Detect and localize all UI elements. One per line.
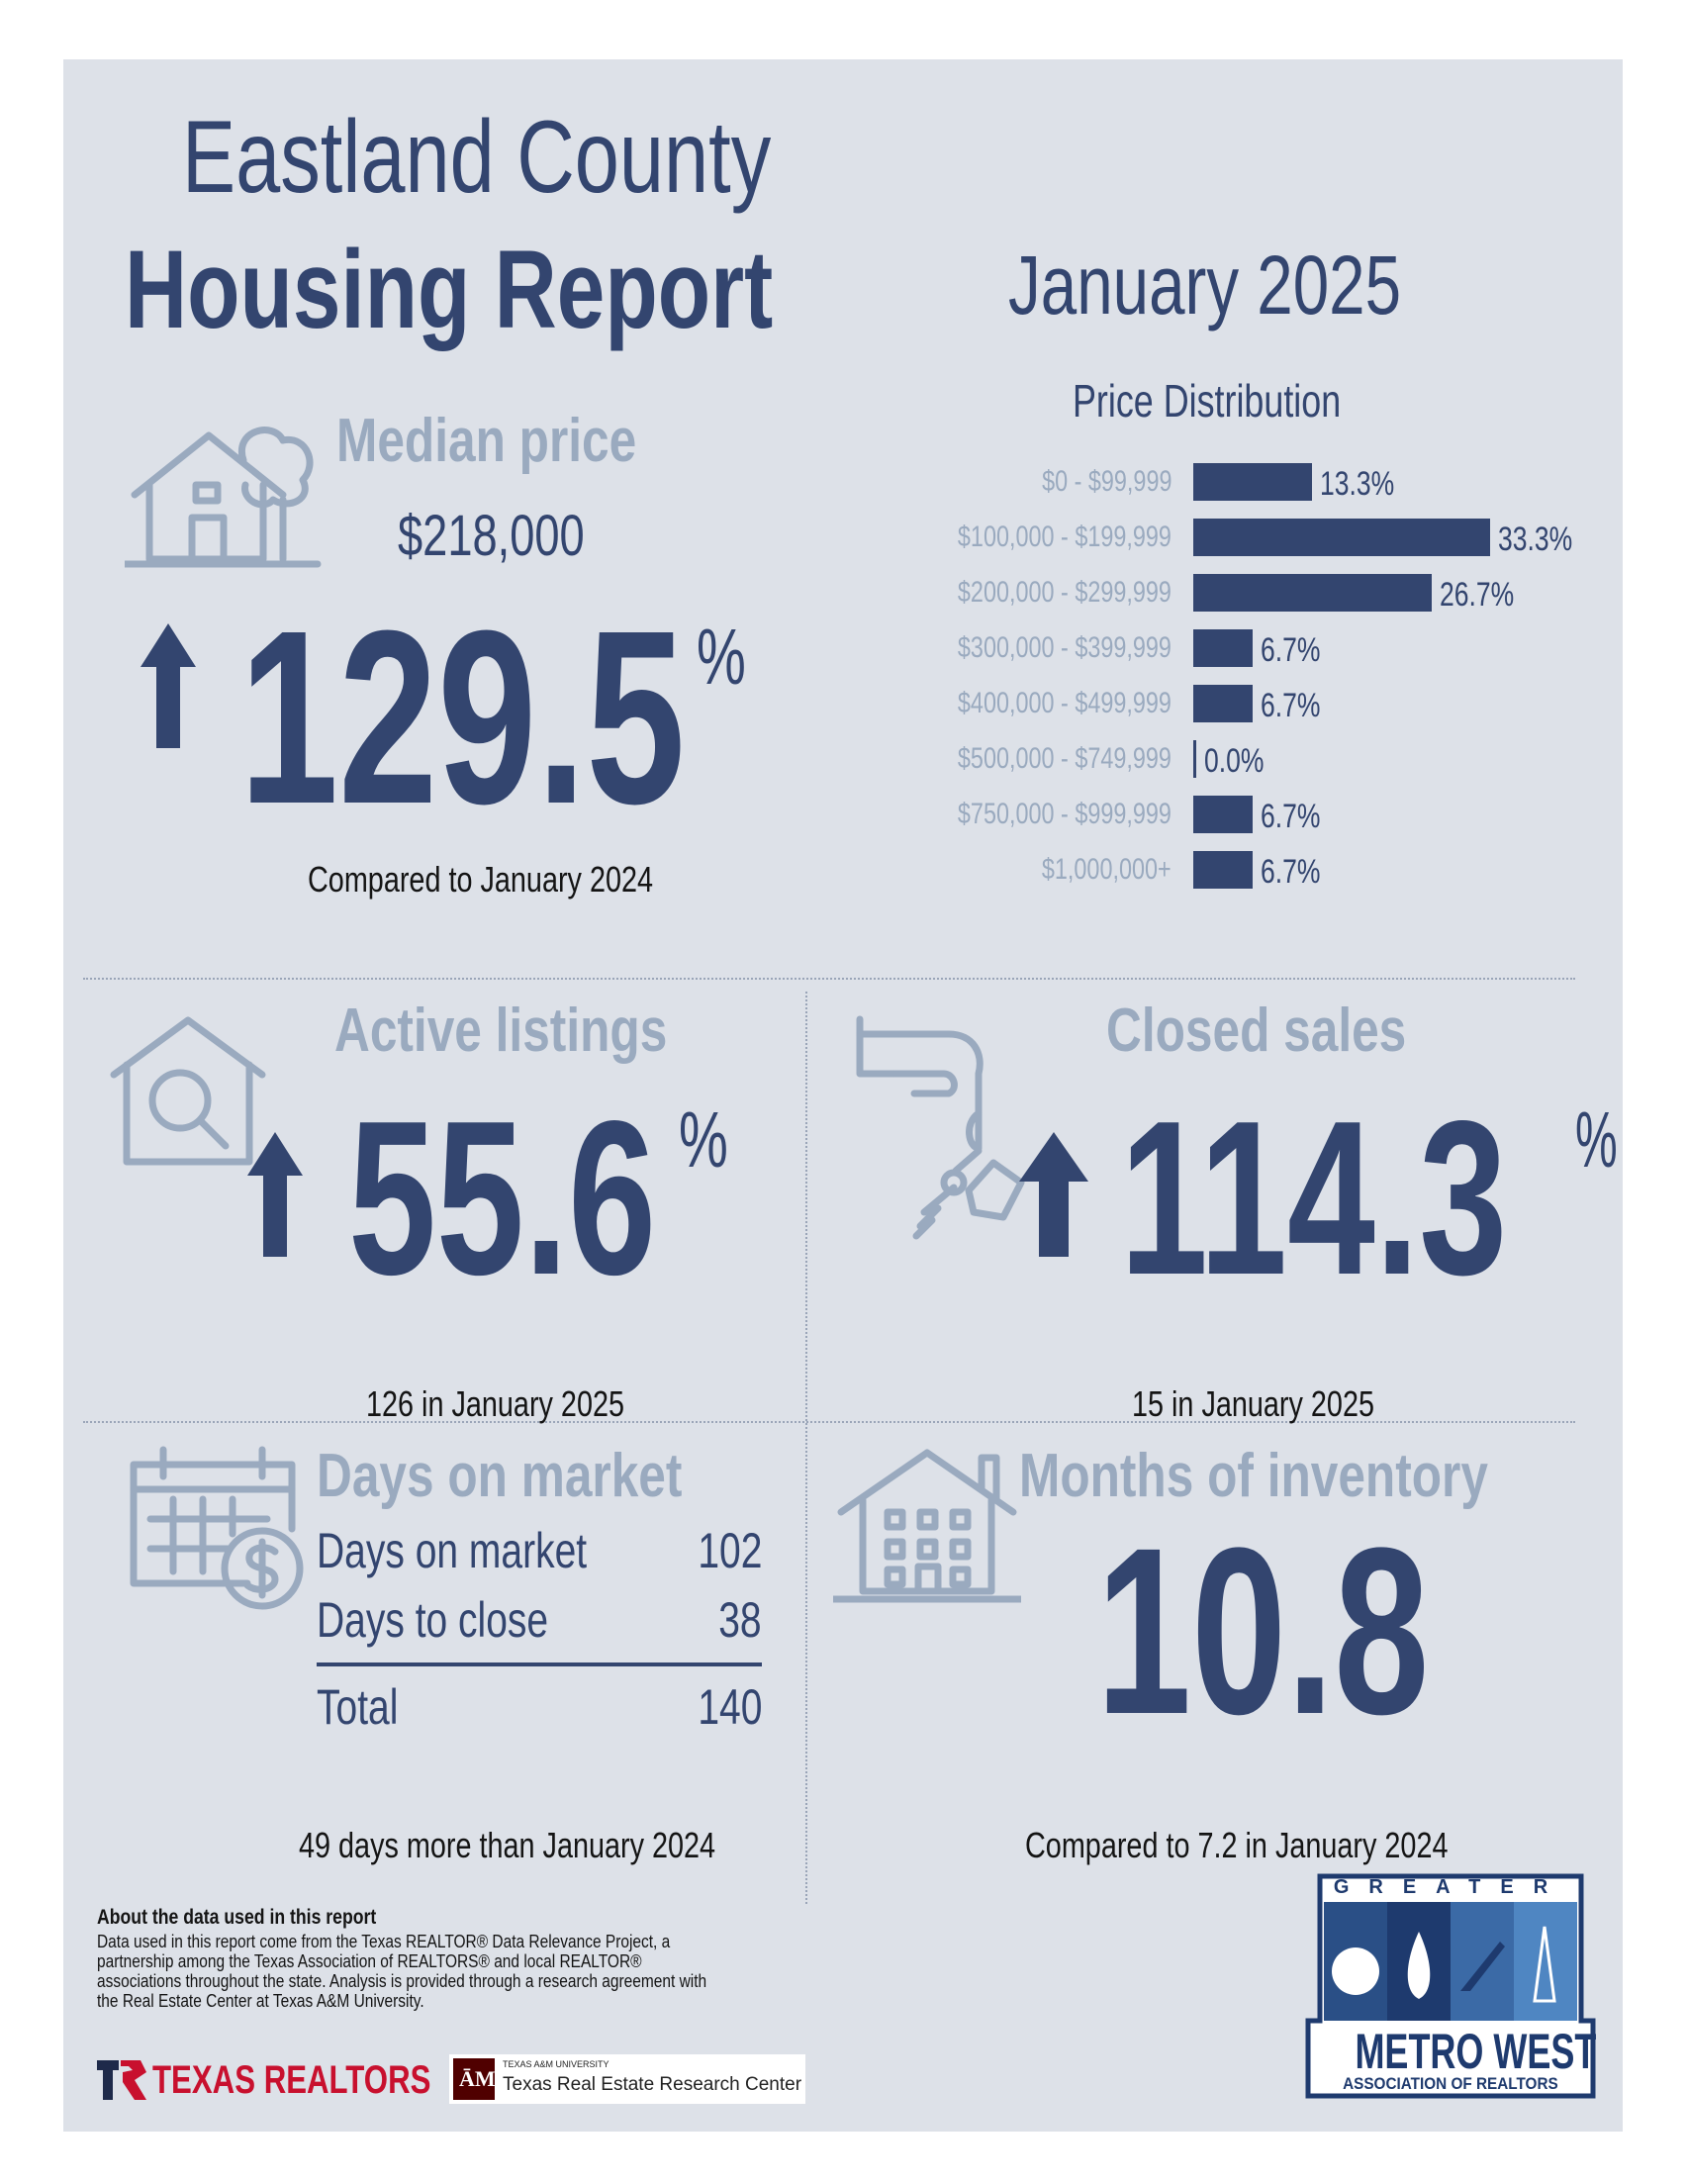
dom-row-days-to-close: Days to close 38 [317, 1592, 762, 1648]
house-with-tree-icon [125, 427, 322, 568]
active-listings-percent-sign: % [679, 1095, 728, 1184]
price-distribution-value-label: 6.7% [1261, 687, 1321, 724]
price-distribution-value-label: 6.7% [1261, 798, 1321, 835]
price-distribution-row: $300,000 - $399,999 6.7% [756, 629, 1607, 669]
price-distribution-row: $400,000 - $499,999 6.7% [756, 685, 1607, 724]
about-text-wrap: Data used in this report come from the T… [97, 1932, 809, 2011]
price-distribution-bar [1193, 685, 1254, 722]
title-line-2: Housing Report [125, 228, 774, 351]
metro-west-sub: ASSOCIATION OF REALTORS [1343, 2074, 1558, 2093]
house-magnifier-icon [110, 1016, 266, 1166]
price-range-label: $200,000 - $299,999 [958, 576, 1172, 609]
metro-west-name: METRO WEST [1355, 2024, 1597, 2079]
active-listings-change: 55.6 [348, 1076, 657, 1321]
active-listings-title: Active listings [334, 997, 668, 1065]
metro-west-logo: GREATER METRO WEST ASSOCIATION OF REALTO… [1302, 1872, 1599, 2100]
price-distribution-bar [1193, 574, 1432, 612]
median-price-change: 129.5 [239, 579, 686, 855]
price-distribution-value-label: 13.3% [1319, 465, 1395, 503]
price-range-label: $750,000 - $999,999 [958, 798, 1172, 830]
price-range-label: $100,000 - $199,999 [958, 521, 1172, 553]
price-range-label: $300,000 - $399,999 [958, 631, 1172, 664]
price-range-label: $1,000,000+ [1042, 853, 1172, 886]
metro-west-top-text: GREATER [1333, 1876, 1568, 1898]
report-period: January 2025 [1008, 238, 1402, 332]
report-panel: Eastland County Housing Report January 2… [63, 59, 1623, 2132]
arrow-up-icon [247, 1132, 303, 1257]
price-distribution-value-label: 33.3% [1498, 521, 1573, 558]
metro-west-name-wrap: METRO WEST [1308, 2023, 1597, 2080]
closed-sales-change: 114.3 [1120, 1076, 1508, 1321]
price-distribution-row: $500,000 - $749,999 0.0% [756, 740, 1607, 780]
median-price-title: Median price [336, 407, 637, 475]
price-distribution-bar [1193, 629, 1254, 667]
tamu-mark-icon: ĀM [453, 2058, 496, 2100]
median-price-percent-sign: % [697, 613, 746, 701]
texas-realtors-mark-icon [97, 2060, 146, 2100]
closed-sales-caption: 15 in January 2025 [1132, 1383, 1374, 1424]
months-inventory-value: 10.8 [1096, 1498, 1430, 1763]
closed-sales-percent-sign: % [1575, 1095, 1618, 1184]
price-distribution-bar [1193, 796, 1254, 833]
divider-horizontal-2 [83, 1421, 1575, 1423]
price-distribution-chart: $0 - $99,999 13.3% $100,000 - $199,999 33.3… [756, 463, 1607, 908]
median-price-caption: Compared to January 2024 [308, 859, 654, 900]
active-listings-caption: 126 in January 2025 [366, 1383, 624, 1424]
about-title: About the data used in this report [97, 1906, 377, 1929]
days-on-market-table: Days on market 102 Days to close 38 Tota… [317, 1522, 762, 1769]
price-distribution-row: $1,000,000+ 6.7% [756, 851, 1607, 891]
days-on-market-caption: 49 days more than January 2024 [299, 1825, 716, 1865]
price-distribution-value-label: 0.0% [1204, 742, 1265, 780]
metro-west-shield-icon [1305, 1873, 1596, 2099]
price-distribution-value-label: 6.7% [1261, 631, 1321, 669]
divider-vertical [805, 992, 807, 1904]
about-text: Data used in this report come from the T… [97, 1932, 707, 2011]
hand-with-keys-icon [856, 1015, 1025, 1240]
price-distribution-bar [1193, 519, 1490, 556]
price-distribution-value-label: 26.7% [1439, 576, 1514, 614]
apartment-building-icon [833, 1449, 1021, 1603]
tamu-small-text: TEXAS A&M UNIVERSITY [503, 2059, 609, 2069]
calendar-dollar-icon [130, 1446, 304, 1610]
arrow-up-icon [1019, 1132, 1088, 1257]
price-distribution-bar [1193, 740, 1196, 778]
tamu-name: Texas Real Estate Research Center [503, 2074, 802, 2095]
months-inventory-caption: Compared to 7.2 in January 2024 [1025, 1825, 1449, 1865]
price-distribution-row: $750,000 - $999,999 6.7% [756, 796, 1607, 835]
price-distribution-bar [1193, 851, 1254, 889]
price-distribution-row: $0 - $99,999 13.3% [756, 463, 1607, 503]
closed-sales-title: Closed sales [1106, 997, 1407, 1065]
texas-realtors-logo: TEXAS REALTORS [152, 2058, 431, 2102]
price-distribution-value-label: 6.7% [1261, 853, 1321, 891]
price-range-label: $0 - $99,999 [1041, 465, 1172, 498]
title-line-1: Eastland County [182, 100, 772, 215]
price-distribution-row: $100,000 - $199,999 33.3% [756, 519, 1607, 558]
dom-row-days-on-market: Days on market 102 [317, 1523, 762, 1578]
dom-row-total: Total 140 [317, 1679, 762, 1735]
price-distribution-row: $200,000 - $299,999 26.7% [756, 574, 1607, 614]
days-on-market-title: Days on market [317, 1442, 683, 1510]
tamu-logo: ĀM TEXAS A&M UNIVERSITY Texas Real Estat… [449, 2054, 805, 2104]
price-distribution-bar [1193, 463, 1312, 501]
price-distribution-title: Price Distribution [1073, 375, 1342, 427]
median-price-value: $218,000 [398, 504, 585, 568]
dom-total-rule [317, 1662, 762, 1666]
divider-horizontal-1 [83, 978, 1575, 980]
months-inventory-title: Months of inventory [1019, 1442, 1488, 1510]
price-range-label: $400,000 - $499,999 [958, 687, 1172, 719]
arrow-up-icon [141, 623, 196, 748]
price-range-label: $500,000 - $749,999 [958, 742, 1172, 775]
